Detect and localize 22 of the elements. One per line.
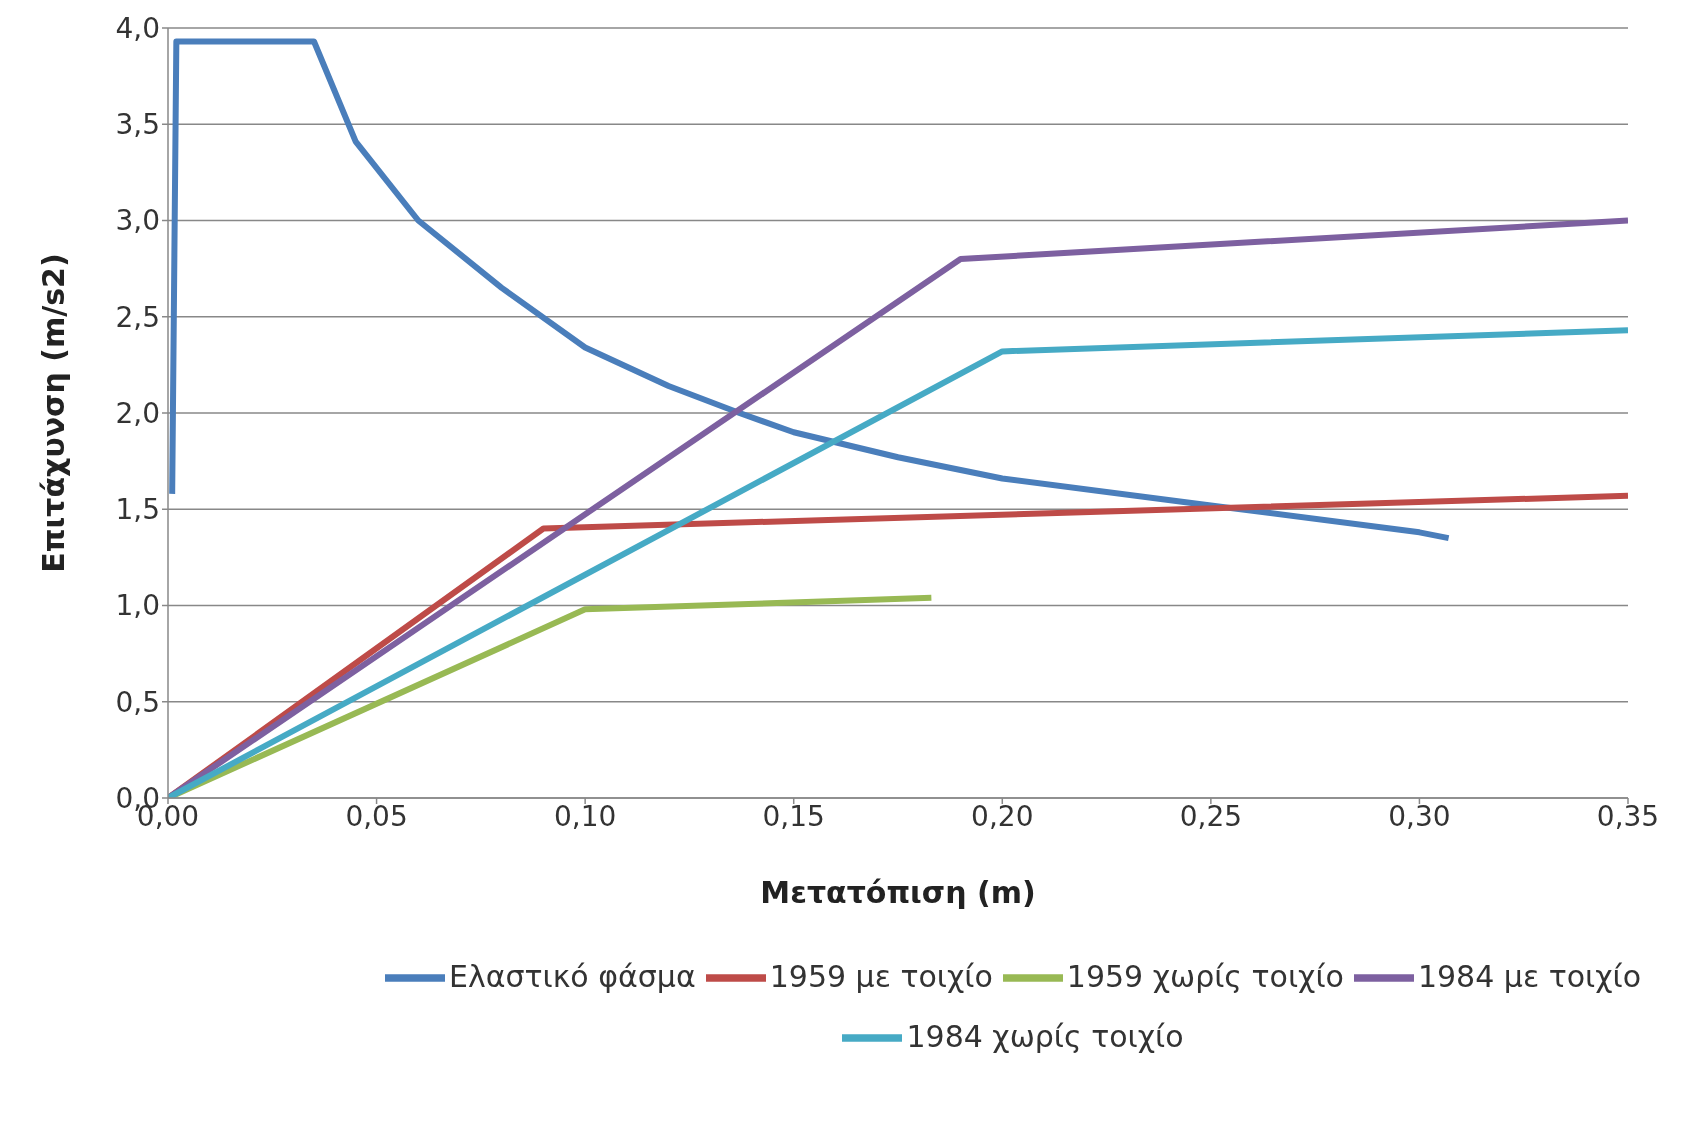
x-tick-label: 0,25 (1179, 799, 1243, 833)
y-tick-label: 3,0 (115, 204, 160, 238)
y-tick-label: 1,5 (115, 493, 160, 527)
x-axis-title: Μετατόπιση (m) (760, 875, 1036, 910)
y-axis-title: Επιτάχυνση (m/s2) (35, 253, 71, 573)
x-tick-label: 0,15 (762, 799, 825, 833)
legend-label: 1984 χωρίς τοιχίο (906, 1018, 1184, 1054)
y-tick-label: 4,0 (115, 11, 160, 45)
x-tick-label: 0,30 (1388, 799, 1451, 833)
legend-label: 1959 χωρίς τοιχίο (1066, 958, 1344, 994)
y-tick-label: 2,5 (115, 300, 160, 334)
legend-label: Ελαστικό φάσμα (448, 958, 696, 994)
x-tick-label: 0,05 (345, 799, 408, 833)
y-tick-label: 3,5 (115, 108, 160, 142)
legend-label: 1984 με τοιχίο (1417, 958, 1642, 994)
y-tick-label: 1,0 (115, 589, 160, 623)
legend-label: 1959 με τοιχίο (769, 958, 993, 994)
x-tick-label: 0,35 (1596, 799, 1660, 833)
y-tick-label: 0,5 (115, 685, 160, 719)
x-tick-label: 0,20 (971, 799, 1034, 833)
y-tick-label: 2,0 (115, 396, 160, 430)
x-tick-label: 0,10 (553, 799, 617, 833)
